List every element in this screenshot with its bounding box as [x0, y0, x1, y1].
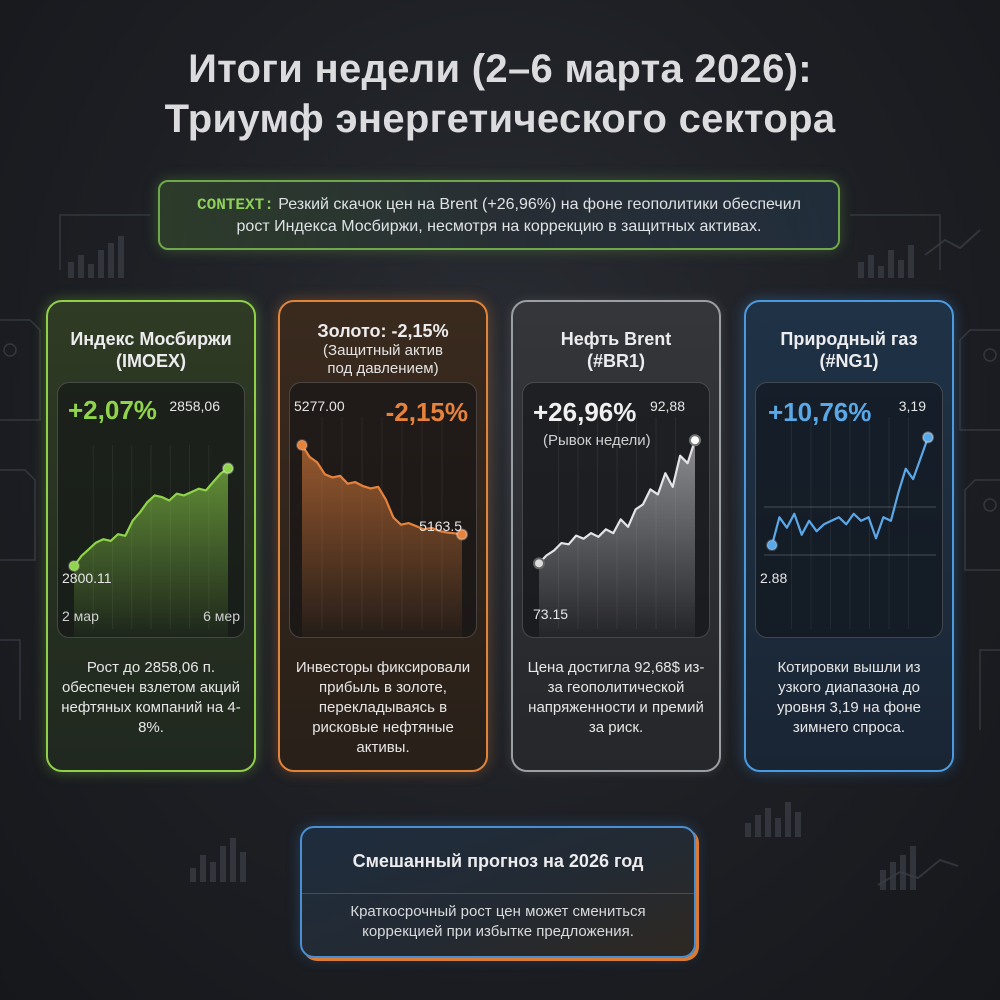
card-title: Индекс Мосбиржи (IMOEX)	[48, 328, 254, 372]
start-value-label: 2.88	[760, 570, 787, 586]
change-label: +2,07%	[68, 395, 157, 425]
chart-panel: -2,15% 5163.5 5277.00	[289, 382, 477, 638]
page-title: Итоги недели (2–6 марта 2026): Триумф эн…	[0, 44, 1000, 144]
context-label: CONTEXT:	[196, 196, 274, 214]
card-title-line-2: (#BR1)	[586, 351, 645, 371]
series-area	[539, 440, 695, 637]
start-point	[533, 557, 545, 570]
context-text-line-2: рост Индекса Мосбиржи, несмотря на корре…	[236, 218, 762, 235]
card-imoex: Индекс Мосбиржи (IMOEX) +2,07% 2858,06 280…	[46, 300, 256, 772]
chart-brent: +26,96% 92,88 73.15 (Рывок недели)	[533, 397, 701, 637]
start-point	[296, 439, 308, 452]
chart-panel: +10,76% 3,19 2.88	[755, 382, 943, 638]
forecast-text-line-2: коррекцией при избытке предложения.	[362, 923, 634, 940]
card-title-line-2: (#NG1)	[819, 351, 879, 371]
card-title: Природный газ (#NG1)	[746, 328, 952, 372]
chart-panel: +26,96% 92,88 73.15 (Рывок недели)	[522, 382, 710, 638]
context-box: CONTEXT: Резкий скачок цен на Brent (+26…	[158, 180, 840, 250]
end-value-label: 3,19	[899, 398, 926, 414]
end-point	[456, 528, 468, 541]
forecast-text-line-1: Краткосрочный рост цен может смениться	[350, 903, 646, 920]
card-brent: Нефть Brent (#BR1) +26,96% 92,88 73.15 (Рыв…	[511, 300, 721, 772]
title-line-1: Итоги недели (2–6 марта 2026):	[188, 47, 812, 91]
card-title-line-1: Индекс Мосбиржи	[70, 329, 232, 349]
card-title-line-1: Природный газ	[780, 329, 918, 349]
card-title-line-1: Нефть Brent	[560, 329, 672, 349]
end-value-label: 5163.5	[419, 518, 462, 534]
title-line-2: Триумф энергетического сектора	[164, 97, 836, 141]
x-tick-label: 2 мар	[62, 608, 99, 624]
card-title: Золото: -2,15% (Защитный актив под давле…	[280, 320, 486, 378]
card-title-line-1: Золото: -2,15%	[317, 321, 449, 341]
forecast-title: Смешанный прогноз на 2026 год	[302, 828, 694, 894]
context-text-line-1: Резкий скачок цен на Brent (+26,96%) на …	[273, 196, 801, 213]
start-value-label: 73.15	[533, 606, 568, 622]
end-point	[689, 434, 701, 447]
series-line	[73, 467, 229, 567]
forecast-text: Краткосрочный рост цен может смениться к…	[302, 902, 694, 942]
start-value-label: 5277.00	[294, 398, 345, 414]
card-description: Инвесторы фиксировали прибыль в золоте, …	[295, 659, 471, 756]
card-description: Котировки вышли из узкого диапазона до у…	[776, 659, 922, 736]
change-label: +26,96%	[533, 397, 636, 427]
change-note: (Рывок недели)	[543, 432, 651, 449]
change-label: -2,15%	[386, 397, 468, 427]
end-value-label: 92,88	[650, 398, 685, 414]
card-description: Цена достигла 92,68$ из-за геополитическ…	[527, 659, 705, 736]
start-point	[68, 559, 80, 572]
card-subtitle-line-2: под давлением)	[327, 360, 439, 377]
end-point	[222, 462, 234, 475]
end-value-label: 2858,06	[169, 398, 220, 414]
card-title-line-2: (IMOEX)	[116, 351, 186, 371]
series-line	[538, 439, 697, 565]
card-natural-gas: Природный газ (#NG1) +10,76% 3,19 2.88 Кот…	[744, 300, 954, 772]
chart-panel: +2,07% 2858,06 2800.11 2 мар 6 мер	[57, 382, 245, 638]
chart-imoex: +2,07% 2858,06 2800.11 2 мар 6 мер	[62, 395, 240, 637]
chart-natural-gas: +10,76% 3,19 2.88	[760, 397, 936, 629]
card-gold: Золото: -2,15% (Защитный актив под давле…	[278, 300, 488, 772]
series-line	[301, 444, 463, 536]
series-area	[302, 445, 462, 637]
series-area	[74, 468, 228, 637]
end-point	[922, 431, 934, 444]
card-title: Нефть Brent (#BR1)	[513, 328, 719, 372]
start-point	[766, 539, 778, 552]
start-value-label: 2800.11	[62, 570, 112, 586]
x-tick-label: 6 мер	[203, 608, 240, 624]
series-line	[770, 437, 930, 546]
forecast-box: Смешанный прогноз на 2026 год Краткосроч…	[300, 826, 696, 958]
card-description: Рост до 2858,06 п. обеспечен взлетом акц…	[61, 659, 241, 736]
card-subtitle-line-1: (Защитный актив	[323, 342, 443, 359]
change-label: +10,76%	[768, 397, 871, 427]
chart-gold: -2,15% 5163.5 5277.00	[294, 397, 468, 637]
